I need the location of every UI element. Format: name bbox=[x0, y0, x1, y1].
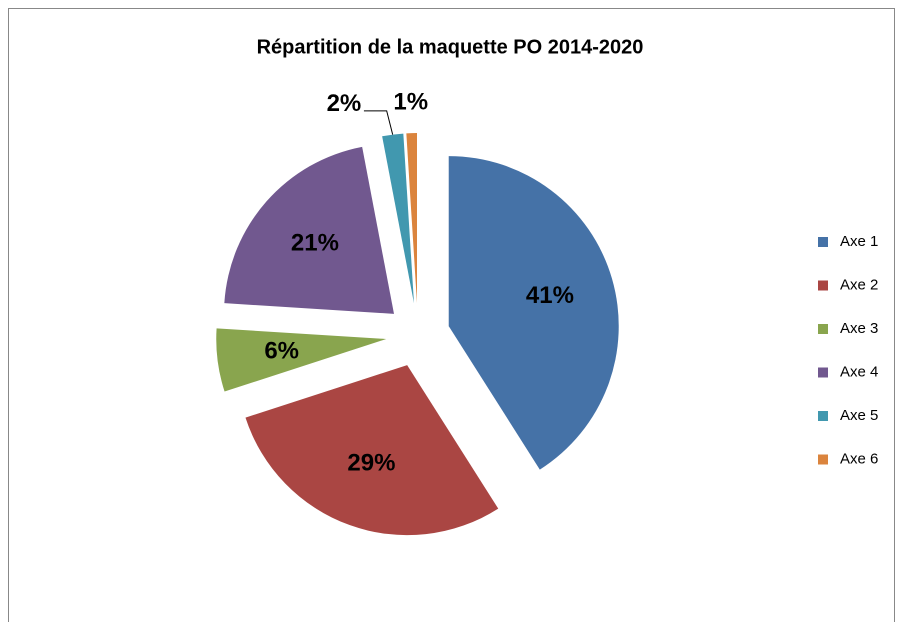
data-label: 6% bbox=[264, 338, 299, 365]
legend-swatch bbox=[818, 411, 828, 421]
legend-label: Axe 1 bbox=[840, 233, 878, 250]
legend-label: Axe 5 bbox=[840, 407, 878, 424]
pie-slice bbox=[448, 156, 619, 470]
chart-title: Répartition de la maquette PO 2014-2020 bbox=[257, 36, 644, 58]
pie-slice bbox=[382, 133, 414, 304]
legend-swatch bbox=[818, 280, 828, 291]
legend-swatch bbox=[818, 324, 828, 334]
legend-swatch bbox=[818, 454, 828, 465]
legend-label: Axe 6 bbox=[840, 450, 878, 467]
data-label: 41% bbox=[526, 282, 574, 309]
data-label: 1% bbox=[393, 88, 428, 115]
pie-slice bbox=[216, 328, 387, 392]
pie-slice bbox=[224, 146, 394, 314]
data-label: 21% bbox=[291, 229, 339, 256]
legend-label: Axe 4 bbox=[840, 363, 878, 380]
leader-line bbox=[363, 110, 394, 135]
data-label: 2% bbox=[327, 90, 362, 117]
legend-swatch bbox=[818, 367, 828, 378]
legend-label: Axe 3 bbox=[840, 320, 878, 337]
data-label: 29% bbox=[347, 450, 395, 477]
legend-swatch bbox=[818, 237, 828, 247]
pie-slice bbox=[245, 365, 499, 536]
legend-label: Axe 2 bbox=[840, 276, 878, 293]
pie-slice bbox=[406, 133, 417, 304]
